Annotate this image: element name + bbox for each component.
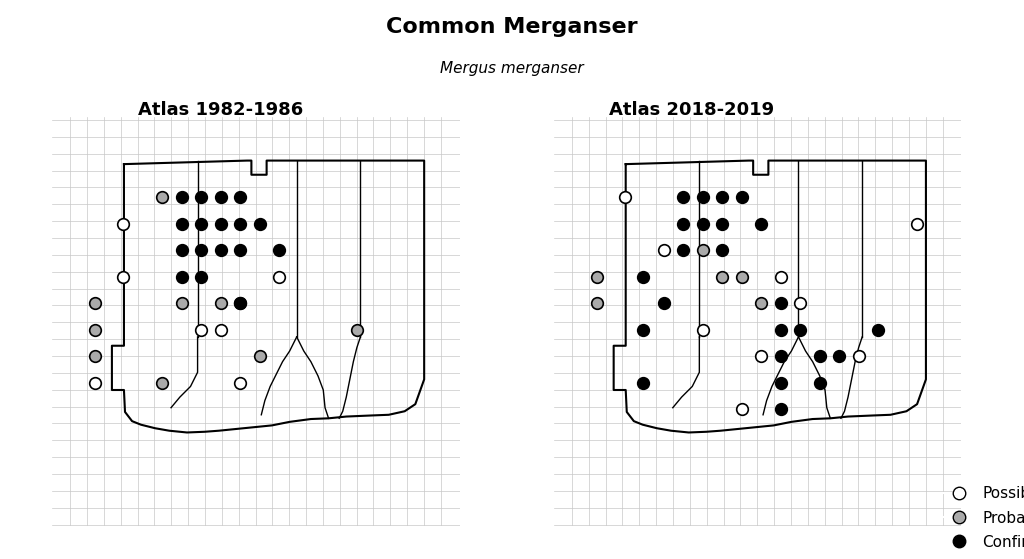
Point [831, 352, 848, 361]
Point [270, 246, 287, 255]
Point [870, 325, 887, 334]
Point [87, 352, 103, 361]
Point [231, 192, 248, 202]
Point [772, 378, 788, 387]
Point [173, 272, 189, 281]
Point [87, 378, 103, 387]
Point [694, 325, 711, 334]
Point [193, 246, 209, 255]
Point [792, 325, 808, 334]
Point [675, 219, 691, 228]
Point [714, 219, 730, 228]
Point [714, 192, 730, 202]
Point [909, 219, 926, 228]
Point [87, 299, 103, 308]
Point [772, 272, 788, 281]
Point [212, 219, 228, 228]
Point [694, 219, 711, 228]
Point [733, 192, 750, 202]
Point [675, 246, 691, 255]
Point [251, 352, 267, 361]
Point [772, 299, 788, 308]
Point [231, 299, 248, 308]
Point [212, 325, 228, 334]
Text: Atlas 1982-1986: Atlas 1982-1986 [138, 101, 303, 119]
Point [154, 378, 170, 387]
Point [349, 325, 366, 334]
Point [733, 272, 750, 281]
Point [714, 272, 730, 281]
Point [694, 192, 711, 202]
Point [655, 246, 672, 255]
Point [812, 352, 828, 361]
Text: Common Merganser: Common Merganser [386, 17, 638, 37]
Legend: Possible, Probable, Confirmed: Possible, Probable, Confirmed [938, 480, 1024, 556]
Point [694, 246, 711, 255]
Point [173, 219, 189, 228]
Point [193, 219, 209, 228]
Point [753, 299, 769, 308]
Point [655, 299, 672, 308]
Point [714, 246, 730, 255]
Point [772, 325, 788, 334]
Point [589, 299, 605, 308]
Point [616, 192, 633, 202]
Point [173, 192, 189, 202]
Point [154, 192, 170, 202]
Point [212, 299, 228, 308]
Point [753, 219, 769, 228]
Point [772, 405, 788, 414]
Point [270, 272, 287, 281]
Point [231, 219, 248, 228]
Point [193, 325, 209, 334]
Point [792, 299, 808, 308]
Point [193, 192, 209, 202]
Point [635, 325, 651, 334]
Point [753, 352, 769, 361]
Point [115, 219, 131, 228]
Point [251, 219, 267, 228]
Point [733, 405, 750, 414]
Point [772, 352, 788, 361]
Point [115, 272, 131, 281]
Point [812, 378, 828, 387]
Point [87, 325, 103, 334]
Point [589, 272, 605, 281]
Point [231, 299, 248, 308]
Text: Mergus merganser: Mergus merganser [440, 61, 584, 77]
Text: Atlas 2018-2019: Atlas 2018-2019 [609, 101, 774, 119]
Point [173, 299, 189, 308]
Point [193, 272, 209, 281]
Point [635, 272, 651, 281]
Point [231, 246, 248, 255]
Point [212, 246, 228, 255]
Point [851, 352, 867, 361]
Point [173, 246, 189, 255]
Point [231, 378, 248, 387]
Point [212, 192, 228, 202]
Point [675, 192, 691, 202]
Point [635, 378, 651, 387]
